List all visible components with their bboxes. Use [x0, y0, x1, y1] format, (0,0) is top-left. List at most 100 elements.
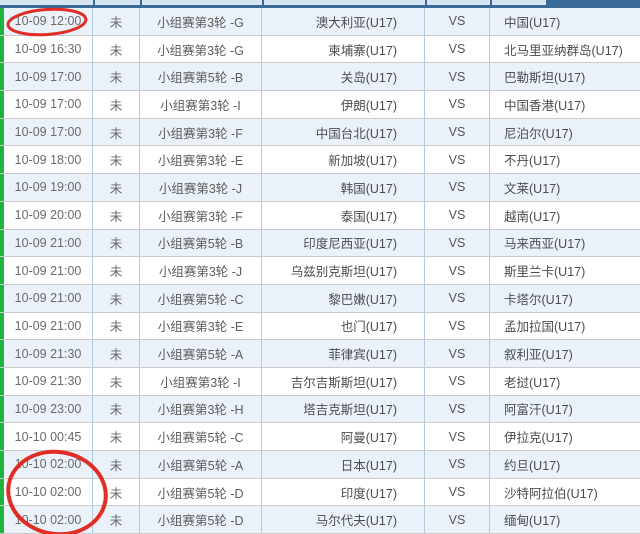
vs-label: VS — [425, 63, 490, 91]
match-status: 未 — [93, 395, 140, 423]
vs-label: VS — [425, 146, 490, 174]
away-team[interactable]: 阿富汗(U17) — [504, 403, 573, 418]
home-team[interactable]: 马尔代夫(U17) — [262, 506, 425, 534]
match-status: 未 — [93, 146, 140, 174]
match-row[interactable]: 10-09 18:00 未 小组赛第3轮 -E 新加坡(U17) VS 不丹(U… — [0, 146, 640, 175]
away-team[interactable]: 卡塔尔(U17) — [504, 292, 573, 307]
row-accent-bar — [0, 506, 4, 534]
away-team[interactable]: 巴勒斯坦(U17) — [504, 71, 586, 86]
match-time: 10-09 19:00 — [4, 174, 93, 201]
match-row[interactable]: 10-09 21:00 未 小组赛第3轮 -E 也门(U17) VS 孟加拉国(… — [0, 312, 640, 341]
vs-label: VS — [425, 8, 490, 35]
home-team[interactable]: 阿曼(U17) — [262, 423, 425, 450]
match-row[interactable]: 10-09 21:00 未 小组赛第5轮 -B 印度尼西亚(U17) VS 马来… — [0, 229, 640, 258]
home-team[interactable]: 韩国(U17) — [262, 174, 425, 201]
match-row[interactable]: 10-09 23:00 未 小组赛第3轮 -H 塔吉克斯坦(U17) VS 阿富… — [0, 395, 640, 424]
away-team[interactable]: 老挝(U17) — [504, 375, 561, 390]
match-row[interactable]: 10-09 21:00 未 小组赛第5轮 -C 黎巴嫩(U17) VS 卡塔尔(… — [0, 284, 640, 313]
away-team[interactable]: 越南(U17) — [504, 209, 561, 224]
match-time: 10-09 21:00 — [4, 312, 93, 340]
away-team[interactable]: 伊拉克(U17) — [504, 431, 573, 446]
vs-label: VS — [425, 478, 490, 506]
header-dark-segment — [546, 0, 640, 5]
away-team[interactable]: 文莱(U17) — [504, 181, 561, 196]
match-row[interactable]: 10-10 00:45 未 小组赛第5轮 -C 阿曼(U17) VS 伊拉克(U… — [0, 423, 640, 451]
row-accent-bar — [0, 257, 4, 284]
away-team[interactable]: 约旦(U17) — [504, 458, 561, 473]
home-team[interactable]: 塔吉克斯坦(U17) — [262, 395, 425, 423]
row-accent-bar — [0, 91, 4, 118]
row-accent-bar — [0, 146, 4, 174]
home-team[interactable]: 印度(U17) — [262, 478, 425, 506]
match-round: 小组赛第3轮 -F — [140, 118, 262, 146]
away-team[interactable]: 北马里亚纳群岛(U17) — [504, 43, 623, 58]
match-time: 10-09 17:00 — [4, 63, 93, 91]
vs-label: VS — [425, 174, 490, 201]
match-row[interactable]: 10-10 02:00 未 小组赛第5轮 -A 日本(U17) VS 约旦(U1… — [0, 451, 640, 479]
match-row[interactable]: 10-09 20:00 未 小组赛第3轮 -F 泰国(U17) VS 越南(U1… — [0, 201, 640, 230]
home-team[interactable]: 黎巴嫩(U17) — [262, 284, 425, 312]
away-team[interactable]: 缅甸(U17) — [504, 514, 561, 529]
vs-label: VS — [425, 284, 490, 312]
match-row[interactable]: 10-10 02:00 未 小组赛第5轮 -D 马尔代夫(U17) VS 缅甸(… — [0, 506, 640, 534]
row-accent-bar — [0, 201, 4, 229]
vs-label: VS — [425, 201, 490, 229]
match-round: 小组赛第5轮 -A — [140, 451, 262, 478]
match-time: 10-09 16:30 — [4, 35, 93, 63]
row-accent-bar — [0, 35, 4, 63]
home-team[interactable]: 泰国(U17) — [262, 201, 425, 229]
home-team[interactable]: 乌兹别克斯坦(U17) — [262, 257, 425, 284]
away-team[interactable]: 叙利亚(U17) — [504, 348, 573, 363]
match-round: 小组赛第3轮 -E — [140, 312, 262, 340]
home-team[interactable]: 吉尔吉斯斯坦(U17) — [262, 367, 425, 395]
match-row[interactable]: 10-09 16:30 未 小组赛第3轮 -G 柬埔寨(U17) VS 北马里亚… — [0, 35, 640, 64]
home-team[interactable]: 也门(U17) — [262, 312, 425, 340]
away-team[interactable]: 沙特阿拉伯(U17) — [504, 486, 598, 501]
away-team[interactable]: 中国(U17) — [504, 15, 561, 30]
match-time: 10-09 21:30 — [4, 367, 93, 395]
match-time: 10-10 02:00 — [4, 506, 93, 534]
home-team[interactable]: 伊朗(U17) — [262, 91, 425, 118]
row-accent-bar — [0, 423, 4, 450]
home-team[interactable]: 柬埔寨(U17) — [262, 35, 425, 63]
match-row[interactable]: 10-09 17:00 未 小组赛第3轮 -F 中国台北(U17) VS 尼泊尔… — [0, 118, 640, 147]
match-row[interactable]: 10-10 02:00 未 小组赛第5轮 -D 印度(U17) VS 沙特阿拉伯… — [0, 478, 640, 507]
match-time: 10-09 23:00 — [4, 395, 93, 423]
match-round: 小组赛第5轮 -A — [140, 340, 262, 367]
vs-label: VS — [425, 506, 490, 534]
away-team[interactable]: 孟加拉国(U17) — [504, 320, 586, 335]
match-round: 小组赛第3轮 -J — [140, 174, 262, 201]
match-row[interactable]: 10-09 17:00 未 小组赛第3轮 -I 伊朗(U17) VS 中国香港(… — [0, 91, 640, 119]
vs-label: VS — [425, 340, 490, 367]
away-team[interactable]: 不丹(U17) — [504, 154, 561, 169]
match-row[interactable]: 10-09 17:00 未 小组赛第5轮 -B 关岛(U17) VS 巴勒斯坦(… — [0, 63, 640, 92]
row-accent-bar — [0, 229, 4, 257]
vs-label: VS — [425, 229, 490, 257]
match-row[interactable]: 10-09 19:00 未 小组赛第3轮 -J 韩国(U17) VS 文莱(U1… — [0, 174, 640, 202]
match-status: 未 — [93, 91, 140, 118]
home-team[interactable]: 日本(U17) — [262, 451, 425, 478]
home-team[interactable]: 澳大利亚(U17) — [262, 8, 425, 35]
away-team[interactable]: 斯里兰卡(U17) — [504, 265, 586, 280]
away-team[interactable]: 尼泊尔(U17) — [504, 126, 573, 141]
home-team[interactable]: 关岛(U17) — [262, 63, 425, 91]
row-accent-bar — [0, 478, 4, 506]
match-round: 小组赛第3轮 -I — [140, 367, 262, 395]
match-row[interactable]: 10-09 21:30 未 小组赛第3轮 -I 吉尔吉斯斯坦(U17) VS 老… — [0, 367, 640, 396]
row-accent-bar — [0, 284, 4, 312]
header-divider — [140, 0, 142, 5]
away-team[interactable]: 中国香港(U17) — [504, 98, 586, 113]
row-accent-bar — [0, 395, 4, 423]
match-round: 小组赛第3轮 -I — [140, 91, 262, 118]
home-team[interactable]: 印度尼西亚(U17) — [262, 229, 425, 257]
away-team[interactable]: 马来西亚(U17) — [504, 237, 586, 252]
match-row[interactable]: 10-09 21:30 未 小组赛第5轮 -A 菲律宾(U17) VS 叙利亚(… — [0, 340, 640, 368]
match-row[interactable]: 10-09 21:00 未 小组赛第3轮 -J 乌兹别克斯坦(U17) VS 斯… — [0, 257, 640, 285]
match-row[interactable]: 10-09 12:00 未 小组赛第3轮 -G 澳大利亚(U17) VS 中国(… — [0, 8, 640, 36]
home-team[interactable]: 中国台北(U17) — [262, 118, 425, 146]
home-team[interactable]: 菲律宾(U17) — [262, 340, 425, 367]
home-team[interactable]: 新加坡(U17) — [262, 146, 425, 174]
vs-label: VS — [425, 395, 490, 423]
header-divider — [93, 0, 95, 5]
header-divider — [425, 0, 427, 5]
